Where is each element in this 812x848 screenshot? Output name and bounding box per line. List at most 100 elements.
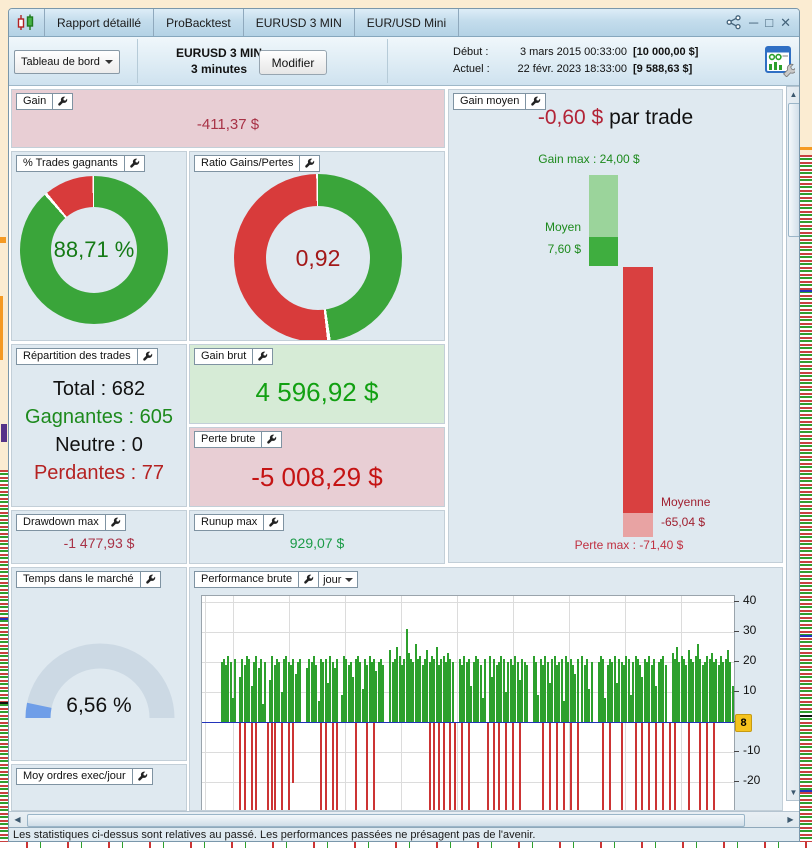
tab-rapport-detaille[interactable]: Rapport détaillé — [44, 9, 155, 36]
axis-tick-label: 40 — [743, 593, 757, 607]
repartition-gagnantes: Gagnantes : 605 — [25, 406, 173, 428]
perf-bar-positive — [412, 662, 414, 722]
perf-bar-negative — [609, 723, 611, 810]
wrench-icon-button[interactable] — [131, 768, 153, 785]
toolbar-divider — [387, 39, 388, 83]
scroll-right-arrow[interactable]: ▶ — [787, 815, 794, 824]
backtest-period: Début : 3 mars 2015 00:33:00 [10 000,00 $]… — [453, 44, 698, 78]
perf-bar-positive — [718, 665, 720, 722]
window-tabs: Rapport détaillé ProBacktest EURUSD 3 MI… — [44, 9, 460, 36]
perf-bar-positive — [348, 665, 350, 722]
vertical-scrollbar-thumb[interactable] — [788, 103, 799, 237]
perf-bar-positive — [357, 656, 359, 722]
modify-button[interactable]: Modifier — [259, 50, 327, 75]
perf-bar-positive — [505, 692, 507, 722]
perf-bar-positive — [359, 662, 361, 722]
tab-eurusd-3min[interactable]: EURUSD 3 MIN — [244, 9, 355, 36]
wrench-icon-button[interactable] — [123, 155, 145, 172]
close-button[interactable]: ✕ — [780, 15, 791, 30]
perf-bar-positive — [665, 665, 667, 722]
perf-bar-negative — [662, 723, 664, 810]
perf-bar-positive — [406, 629, 408, 722]
wrench-icon-button[interactable] — [298, 571, 320, 588]
perf-bar-positive — [475, 656, 477, 722]
perf-bar-positive — [269, 680, 271, 722]
perf-bar-positive — [276, 659, 278, 722]
perf-bar-negative — [556, 723, 558, 810]
vertical-scrollbar[interactable]: ▲ ▼ — [786, 86, 799, 801]
perf-bar-positive — [609, 659, 611, 722]
perf-bar-positive — [341, 695, 343, 722]
perf-bar-positive — [725, 659, 727, 722]
perf-bar-positive — [480, 665, 482, 722]
axis-tick — [734, 631, 739, 632]
perf-bar-positive — [440, 659, 442, 722]
horizontal-scrollbar[interactable]: ◀ ▶ — [9, 811, 799, 827]
scroll-up-arrow[interactable]: ▲ — [789, 90, 798, 99]
wrench-icon-button[interactable] — [261, 431, 283, 448]
perf-bar-positive — [230, 662, 232, 722]
perf-bar-positive — [646, 662, 648, 722]
perf-bar-negative — [332, 723, 334, 810]
pct-trades-value: 88,71 % — [53, 237, 135, 262]
tab-eurusd-mini[interactable]: EUR/USD Mini — [355, 9, 460, 36]
axis-tick-label: 30 — [743, 623, 757, 637]
current-label: Actuel : — [453, 63, 490, 75]
perf-bar-positive — [470, 686, 472, 722]
perf-bar-positive — [308, 659, 310, 722]
panel-gain: Gain -411,37 $ — [11, 89, 445, 148]
gain-brut-value: 4 596,92 $ — [255, 377, 379, 407]
period-dropdown[interactable]: jour — [318, 571, 359, 588]
minimize-button[interactable]: ─ — [749, 15, 759, 30]
share-icon[interactable] — [726, 15, 742, 30]
axis-tick — [734, 661, 739, 662]
perf-bar-positive — [688, 650, 690, 722]
wrench-icon-button[interactable] — [136, 348, 158, 365]
perf-bar-positive — [378, 662, 380, 722]
wrench-icon-button[interactable] — [104, 514, 126, 531]
perf-bar-positive — [389, 650, 391, 722]
perf-bar-negative — [570, 723, 572, 810]
background-line-orange-right — [800, 147, 812, 150]
perf-bar-positive — [549, 683, 551, 722]
perf-bar-negative — [699, 723, 701, 810]
gain-moyen-headline: -0,60 $ par trade — [449, 106, 782, 130]
perf-bar-positive — [318, 701, 320, 722]
perf-bar-positive — [271, 656, 273, 722]
panel-gain-moyen: Gain moyen -0,60 $ par trade Gain max : … — [448, 89, 783, 563]
perf-bar-negative — [505, 723, 507, 810]
window-controls: ─ □ ✕ — [726, 15, 799, 30]
horizontal-scrollbar-thumb[interactable] — [27, 814, 745, 827]
perf-bar-positive — [662, 656, 664, 722]
scroll-left-arrow[interactable]: ◀ — [14, 815, 21, 824]
perf-bar-positive — [362, 689, 364, 722]
wrench-icon-button[interactable] — [525, 93, 547, 110]
temps-marche-gauge-chart — [25, 643, 175, 719]
perf-bar-positive — [369, 656, 371, 722]
perf-bar-positive — [401, 665, 403, 722]
perf-bar-positive — [628, 659, 630, 722]
wrench-icon-button[interactable] — [263, 514, 285, 531]
wrench-icon-button[interactable] — [252, 348, 274, 365]
perf-bar-positive — [436, 647, 438, 722]
perf-bar-positive — [526, 665, 528, 722]
perf-bar-positive — [364, 659, 366, 722]
view-selector-dropdown[interactable]: Tableau de bord — [14, 50, 120, 74]
wrench-icon-button[interactable] — [52, 93, 74, 110]
wrench-icon-button[interactable] — [139, 571, 161, 588]
perf-bar-positive — [424, 659, 426, 722]
maximize-button[interactable]: □ — [765, 15, 774, 30]
status-text: Les statistiques ci-dessus sont relative… — [13, 829, 536, 841]
perf-bar-positive — [371, 662, 373, 722]
perf-bar-negative — [454, 723, 456, 810]
perf-bar-positive — [223, 659, 225, 722]
perf-bar-negative — [320, 723, 322, 810]
perf-bar-positive — [535, 662, 537, 722]
wrench-icon-button[interactable] — [299, 155, 321, 172]
scroll-down-arrow[interactable]: ▼ — [789, 788, 798, 797]
tab-probacktest[interactable]: ProBacktest — [154, 9, 244, 36]
perf-bar-positive — [463, 656, 465, 722]
perte-bar-light — [623, 513, 653, 537]
perf-bar-positive — [320, 659, 322, 722]
report-settings-icon-button[interactable] — [765, 46, 797, 78]
